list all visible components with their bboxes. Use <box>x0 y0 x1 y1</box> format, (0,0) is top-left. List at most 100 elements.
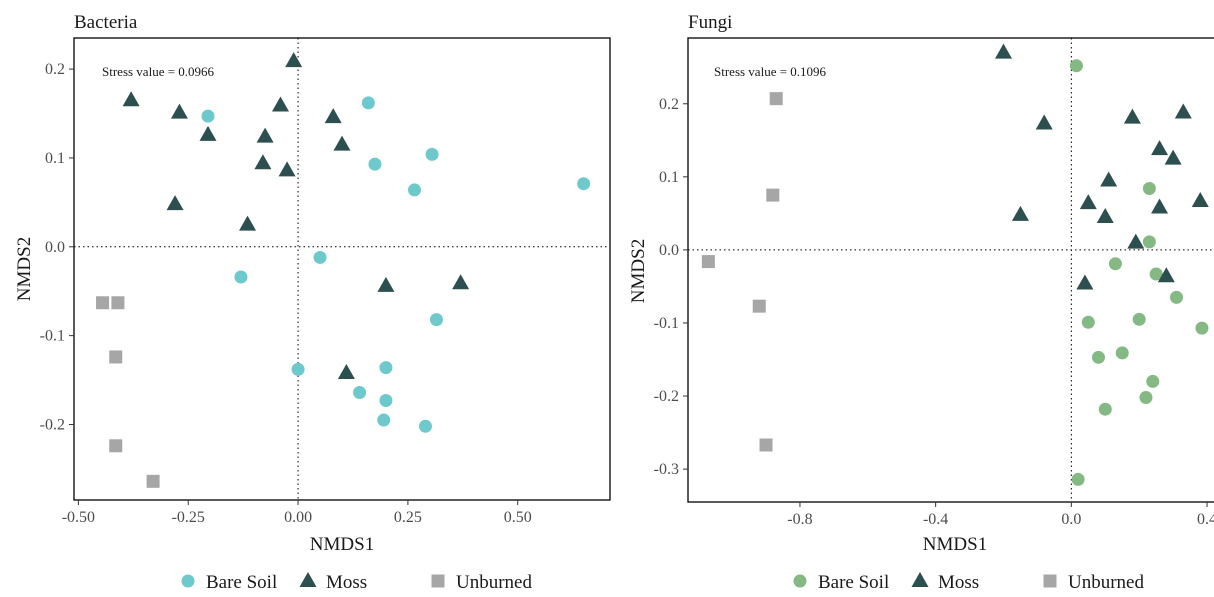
bacteria-moss-point <box>166 195 184 211</box>
fungi-legend-bare-soil-swatch <box>793 574 807 588</box>
bacteria-moss-point <box>122 91 140 107</box>
fungi-legend-unburned-swatch <box>1043 574 1057 588</box>
bacteria-x-axis-title: NMDS1 <box>310 534 374 555</box>
fungi-moss-point <box>1076 274 1094 290</box>
fungi-plot-border <box>687 37 1214 503</box>
bacteria-bare-soil-point <box>291 362 305 376</box>
fungi-moss-point <box>1191 191 1209 207</box>
bacteria-moss-point <box>377 276 395 292</box>
bacteria-bare-soil-point <box>425 147 439 161</box>
fungi-bare-soil-point <box>1081 315 1095 329</box>
bacteria-unburned-point <box>109 439 123 453</box>
fungi-x-tick-label: 0.0 <box>1061 511 1081 528</box>
bacteria-y-tick-label: 0.1 <box>45 150 65 167</box>
fungi-stress-annotation: Stress value = 0.1096 <box>714 64 827 79</box>
bacteria-bare-soil-point <box>577 177 591 191</box>
fungi-bare-soil-point <box>1142 235 1156 249</box>
fungi-x-tick-label: -0.4 <box>923 511 948 528</box>
bacteria-moss-point <box>278 161 296 177</box>
fungi-unburned-point <box>769 92 783 106</box>
fungi-moss-point <box>1123 108 1141 124</box>
bacteria-bare-soil-point <box>379 393 393 407</box>
fungi-reference-lines <box>688 38 1214 502</box>
bacteria-y-tick-label: 0.2 <box>45 61 65 78</box>
fungi-bare-soil-point <box>1108 257 1122 271</box>
bacteria-plot-border <box>73 37 611 501</box>
fungi-unburned-point <box>701 255 715 269</box>
fungi-x-tick-label: -0.8 <box>787 511 812 528</box>
bacteria-legend-unburned-label: Unburned <box>456 572 532 593</box>
fungi-moss-point <box>1174 103 1192 119</box>
bacteria-unburned-point <box>96 296 110 310</box>
fungi-y-axis-title: NMDS2 <box>628 239 649 303</box>
fungi-legend-unburned-label: Unburned <box>1068 572 1144 593</box>
bacteria-bare-soil-point <box>353 385 367 399</box>
fungi-bare-soil-point <box>1142 182 1156 196</box>
bacteria-x-tick-label: 0.25 <box>394 509 422 526</box>
fungi-moss-point <box>1100 171 1118 187</box>
bacteria-bare-soil-point <box>379 361 393 375</box>
bacteria-legend-moss-label: Moss <box>326 572 367 593</box>
bacteria-moss-point <box>271 96 289 112</box>
bacteria-y-axis-title: NMDS2 <box>14 237 35 301</box>
bacteria-y-tick-label: -0.2 <box>40 416 65 433</box>
bacteria-moss-point <box>324 108 342 124</box>
bacteria-x-tick-label: -0.50 <box>62 509 95 526</box>
fungi-moss-point <box>1151 140 1169 156</box>
fungi-moss-point <box>1079 194 1097 210</box>
fungi-points <box>701 43 1209 486</box>
bacteria-bare-soil-point <box>234 270 248 284</box>
fungi-unburned-point <box>766 188 780 202</box>
fungi-unburned-point <box>759 438 773 452</box>
fungi-bare-soil-point <box>1071 472 1085 486</box>
fungi-moss-point <box>1035 114 1053 130</box>
bacteria-legend: Bare Soil Moss Unburned <box>181 572 532 593</box>
fungi-bare-soil-point <box>1132 312 1146 326</box>
fungi-y-tick-label: 0.2 <box>659 96 679 113</box>
fungi-legend-moss-swatch <box>911 572 929 587</box>
fungi-y-tick-label: 0.1 <box>659 169 679 186</box>
bacteria-moss-point <box>254 154 272 170</box>
bacteria-stress-annotation: Stress value = 0.0966 <box>102 64 215 79</box>
fungi-moss-point <box>994 43 1012 59</box>
fungi-x-tick-label: 0.4 <box>1197 511 1214 528</box>
fungi-legend-moss-label: Moss <box>938 572 979 593</box>
fungi-bare-soil-point <box>1098 402 1112 416</box>
fungi-bare-soil-point <box>1170 290 1184 304</box>
fungi-y-tick-label: -0.3 <box>654 461 679 478</box>
bacteria-bare-soil-point <box>418 419 432 433</box>
fungi-legend-bare-soil-label: Bare Soil <box>818 572 889 593</box>
bacteria-unburned-point <box>111 296 125 310</box>
bacteria-bare-soil-point <box>313 250 327 264</box>
fungi-unburned-point <box>752 299 766 313</box>
bacteria-legend-unburned-swatch <box>431 574 445 588</box>
fungi-panel: Fungi -0.8 -0.4 0.0 0.4 -0.3 -0.2 -0.1 0.0 0.1 0.… <box>628 12 1214 593</box>
bacteria-reference-lines <box>74 38 610 500</box>
bacteria-panel-title: Bacteria <box>74 12 138 33</box>
bacteria-legend-bare-soil-label: Bare Soil <box>206 572 277 593</box>
bacteria-bare-soil-point <box>368 157 382 171</box>
bacteria-moss-point <box>239 215 257 231</box>
fungi-bare-soil-point <box>1146 374 1160 388</box>
bacteria-bare-soil-point <box>407 183 421 197</box>
fungi-panel-title: Fungi <box>688 12 732 33</box>
bacteria-legend-moss-swatch <box>299 572 317 587</box>
bacteria-x-tick-label: 0.00 <box>284 509 312 526</box>
bacteria-bare-soil-point <box>377 413 391 427</box>
fungi-bare-soil-point <box>1069 59 1083 73</box>
fungi-axis-ticks: -0.8 -0.4 0.0 0.4 -0.3 -0.2 -0.1 0.0 0.1 0.2 <box>654 96 1214 528</box>
bacteria-axis-ticks: -0.50 -0.25 0.00 0.25 0.50 -0.2 -0.1 0.0 0.1 0.2 <box>40 61 532 526</box>
bacteria-points <box>96 52 591 488</box>
bacteria-panel: Bacteria -0.50 -0.25 0.00 0.25 0.50 -0.2 -0.1 0… <box>14 12 611 593</box>
fungi-bare-soil-point <box>1195 321 1209 335</box>
fungi-bare-soil-point <box>1139 391 1153 405</box>
fungi-moss-point <box>1157 267 1175 283</box>
bacteria-moss-point <box>170 103 188 119</box>
bacteria-unburned-point <box>109 350 123 364</box>
bacteria-moss-point <box>285 52 303 68</box>
bacteria-moss-point <box>256 127 274 143</box>
bacteria-moss-point <box>333 135 351 151</box>
bacteria-bare-soil-point <box>429 313 443 327</box>
fungi-moss-point <box>1151 198 1169 214</box>
